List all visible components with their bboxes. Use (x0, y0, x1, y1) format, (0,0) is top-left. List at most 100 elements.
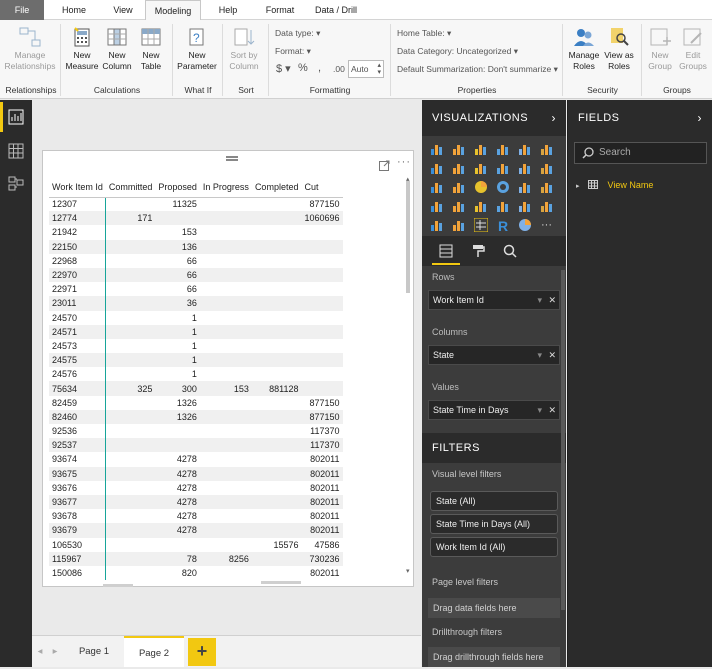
matrix-visual-icon[interactable] (473, 217, 489, 233)
tab-help[interactable]: Help (218, 5, 238, 15)
ribbon-chart-icon[interactable] (540, 161, 554, 175)
table-row[interactable]: 82460 1326 877150 (49, 409, 343, 424)
expand-chevron-icon[interactable]: ▸ (576, 183, 580, 190)
columns-well[interactable]: State ▾ ✕ (428, 345, 560, 365)
r-visual-icon[interactable]: R (496, 218, 510, 234)
table-row[interactable]: 12307 11325 877150 (49, 197, 343, 212)
tab-view[interactable]: View (113, 5, 133, 15)
table-row[interactable]: 22971 66 (49, 282, 343, 297)
100-bar-icon[interactable] (518, 142, 532, 156)
line-chart-icon[interactable] (430, 161, 444, 175)
stacked-area-icon[interactable] (474, 161, 488, 175)
treemap-icon[interactable] (518, 180, 532, 194)
dropdown-icon[interactable]: ▾ (537, 295, 542, 305)
pane-scrollbar[interactable] (561, 270, 565, 610)
decimals-button[interactable]: .00 (333, 64, 345, 74)
table-row[interactable]: 93674 4278 802011 (49, 452, 343, 467)
analytics-magnifier-icon[interactable] (503, 244, 517, 258)
more-options-icon[interactable]: ··· (397, 156, 411, 168)
100-column-icon[interactable] (540, 142, 554, 156)
add-page-button[interactable]: + (188, 638, 216, 666)
remove-icon[interactable]: ✕ (548, 405, 556, 415)
horizontal-scrollbar[interactable] (103, 584, 133, 587)
collapse-chevron-icon[interactable]: › (551, 111, 556, 125)
table-row[interactable]: 93679 4278 802011 (49, 523, 343, 538)
table-row[interactable]: 24575 1 (49, 353, 343, 368)
manage-relationships-button[interactable]: Manage Relationships (4, 26, 56, 72)
line-clustered-icon[interactable] (518, 161, 532, 175)
new-group-button[interactable]: New Group (644, 26, 676, 72)
table-row[interactable]: 24576 1 (49, 367, 343, 382)
clustered-column-icon[interactable] (496, 142, 510, 156)
table-row[interactable]: 93676 4278 802011 (49, 480, 343, 495)
remove-icon[interactable]: ✕ (548, 350, 556, 360)
table-row[interactable]: 12774 171 1060696 (49, 211, 343, 226)
table-row[interactable]: 93677 4278 802011 (49, 494, 343, 510)
table-row[interactable]: 23011 36 (49, 296, 343, 311)
percent-button[interactable]: % (298, 62, 308, 74)
next-page-icon[interactable]: ▸ (52, 646, 58, 657)
fields-search-input[interactable]: Search (574, 142, 707, 164)
stacked-bar-icon[interactable] (430, 142, 444, 156)
card-icon[interactable] (496, 199, 510, 213)
pie-icon[interactable] (474, 180, 488, 194)
scrollbar[interactable] (406, 181, 410, 293)
decimal-places-stepper[interactable]: Auto ▴ ▾ (348, 60, 384, 78)
page-tab-2[interactable]: Page 2 (124, 636, 184, 667)
sort-by-column-button[interactable]: Sort by Column (224, 26, 264, 72)
currency-button[interactable]: $ ▾ (276, 63, 291, 75)
table-row[interactable]: 24570 1 (49, 310, 343, 325)
values-well[interactable]: State Time in Days ▾ ✕ (428, 400, 560, 420)
table-row[interactable]: 115967 78 8256 730236 (49, 551, 343, 566)
tab-file[interactable]: File (0, 0, 44, 20)
data-view-button[interactable] (0, 136, 32, 166)
report-view-button[interactable] (0, 102, 32, 132)
tab-modeling[interactable]: Modeling (145, 0, 201, 21)
line-column-icon[interactable] (496, 161, 510, 175)
filter-card-state[interactable]: State (All) (430, 491, 558, 511)
format-dropdown[interactable]: Format: ▾ (275, 46, 311, 56)
globe-icon[interactable] (518, 218, 532, 232)
resize-handle[interactable] (261, 581, 301, 584)
table-row[interactable]: 22968 66 (49, 253, 343, 268)
filter-card-state-time[interactable]: State Time in Days (All) (430, 514, 558, 534)
area-chart-icon[interactable] (452, 161, 466, 175)
model-view-button[interactable] (0, 168, 32, 198)
column-header[interactable]: Proposed (155, 178, 200, 198)
collapse-chevron-icon[interactable]: › (697, 111, 702, 125)
donut-icon[interactable] (496, 180, 510, 194)
table-row[interactable]: 24571 1 (49, 324, 343, 339)
more-visuals-icon[interactable]: ··· (540, 218, 554, 232)
multirow-card-icon[interactable] (518, 199, 532, 213)
remove-icon[interactable]: ✕ (548, 295, 556, 305)
column-header[interactable]: Cut (301, 178, 343, 198)
table-row[interactable]: 150086 820 802011 (49, 565, 343, 581)
table-row[interactable]: 22150 136 (49, 239, 343, 254)
gauge-icon[interactable] (474, 199, 488, 213)
map-icon[interactable] (540, 180, 554, 194)
clustered-bar-icon[interactable] (474, 142, 488, 156)
default-summarization-dropdown[interactable]: Default Summarization: Don't summarize ▾ (397, 64, 558, 74)
tab-home[interactable]: Home (61, 5, 86, 15)
dropdown-icon[interactable]: ▾ (537, 405, 542, 415)
table-visual-icon[interactable] (452, 218, 466, 232)
table-row[interactable]: 21942 153 (49, 225, 343, 240)
new-parameter-button[interactable]: ? New Parameter (176, 26, 218, 72)
home-table-dropdown[interactable]: Home Table: ▾ (397, 28, 452, 38)
focus-mode-icon[interactable] (379, 160, 390, 173)
table-row[interactable]: 82459 1326 877150 (49, 395, 343, 410)
field-table-view-name[interactable]: ▸ View Name (576, 180, 653, 190)
format-paint-roller-icon[interactable] (471, 244, 485, 258)
new-table-button[interactable]: New Table (134, 26, 168, 72)
scroll-down-icon[interactable]: ▾ (406, 568, 410, 575)
page-filter-dropzone[interactable]: Drag data fields here (428, 598, 560, 618)
data-category-dropdown[interactable]: Data Category: Uncategorized ▾ (397, 46, 518, 56)
table-row[interactable]: 93675 4278 802011 (49, 466, 343, 481)
edit-groups-button[interactable]: Edit Groups (677, 26, 709, 72)
table-row[interactable]: 75634 325 300 153 881128 (49, 381, 343, 396)
fields-well-icon[interactable] (439, 244, 453, 258)
drag-handle[interactable] (226, 156, 238, 161)
funnel-icon[interactable] (452, 199, 466, 213)
rows-well[interactable]: Work Item Id ▾ ✕ (428, 290, 560, 310)
manage-roles-button[interactable]: Manage Roles (566, 26, 602, 72)
